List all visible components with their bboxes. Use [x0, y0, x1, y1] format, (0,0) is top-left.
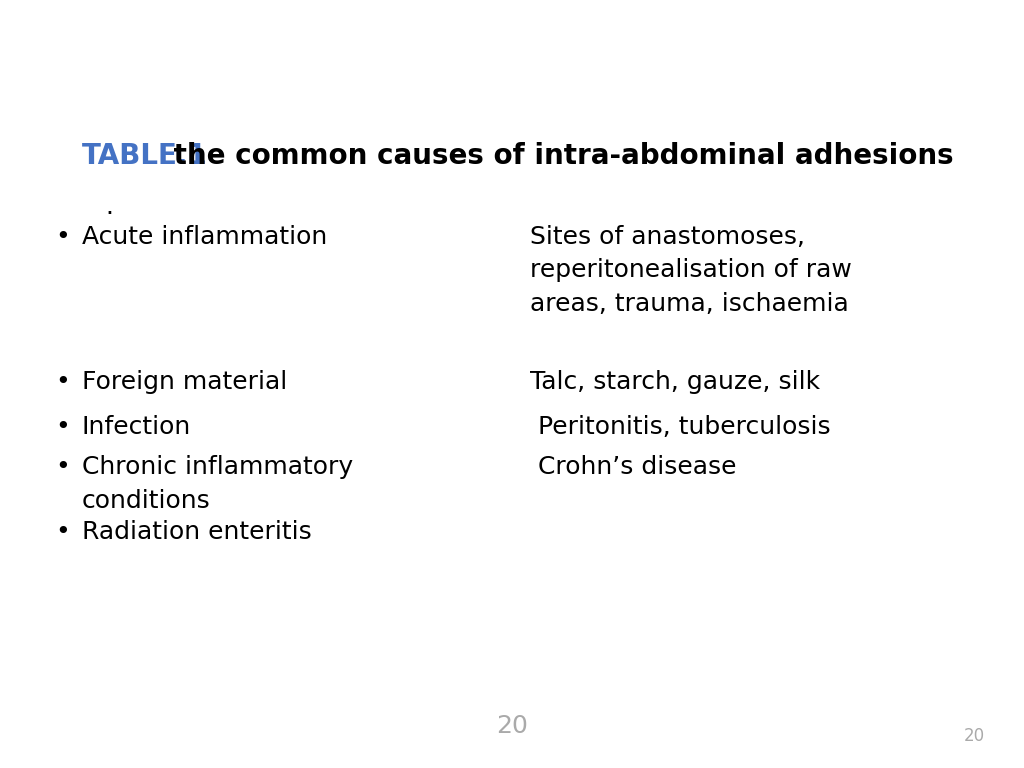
- Text: •: •: [55, 370, 70, 394]
- Text: •: •: [55, 455, 70, 479]
- Text: Chronic inflammatory
conditions: Chronic inflammatory conditions: [82, 455, 353, 512]
- Text: •: •: [55, 520, 70, 544]
- Text: .: .: [105, 195, 113, 219]
- Text: Talc, starch, gauze, silk: Talc, starch, gauze, silk: [530, 370, 820, 394]
- Text: •: •: [55, 415, 70, 439]
- Text: 20: 20: [496, 714, 528, 738]
- Text: Foreign material: Foreign material: [82, 370, 288, 394]
- Text: 20: 20: [964, 727, 985, 745]
- Text: the common causes of intra-abdominal adhesions: the common causes of intra-abdominal adh…: [164, 142, 953, 170]
- Text: •: •: [55, 225, 70, 249]
- Text: TABLE.1: TABLE.1: [82, 142, 208, 170]
- Text: Radiation enteritis: Radiation enteritis: [82, 520, 311, 544]
- Text: Sites of anastomoses,
reperitonealisation of raw
areas, trauma, ischaemia: Sites of anastomoses, reperitonealisatio…: [530, 225, 852, 316]
- Text: Peritonitis, tuberculosis: Peritonitis, tuberculosis: [530, 415, 830, 439]
- Text: Acute inflammation: Acute inflammation: [82, 225, 328, 249]
- Text: Infection: Infection: [82, 415, 191, 439]
- Text: Crohn’s disease: Crohn’s disease: [530, 455, 736, 479]
